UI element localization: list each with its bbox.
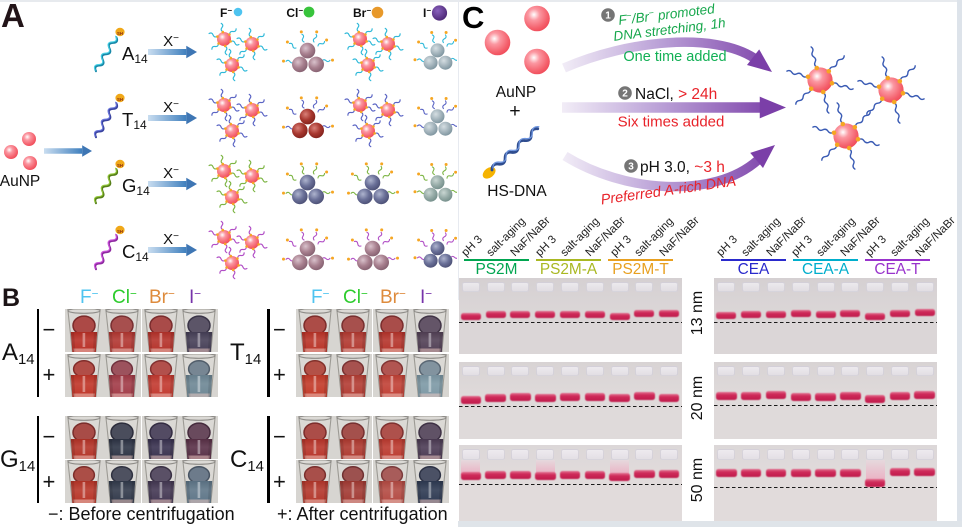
svg-text:Br−: Br−: [353, 6, 371, 20]
svg-text:T14: T14: [122, 109, 147, 132]
svg-text:F−: F−: [220, 6, 232, 20]
svg-text:C: C: [462, 0, 484, 35]
svg-text:AuNP: AuNP: [496, 84, 537, 101]
svg-text:AuNP: AuNP: [0, 173, 40, 190]
svg-text:SH: SH: [117, 97, 123, 102]
svg-text:Six times added: Six times added: [618, 114, 725, 131]
svg-text:3: 3: [628, 162, 634, 173]
svg-text:X−: X−: [163, 33, 179, 50]
svg-text:SH: SH: [117, 229, 123, 234]
svg-text:C14: C14: [122, 241, 149, 264]
svg-text:X−: X−: [163, 165, 179, 182]
svg-text:G14: G14: [122, 175, 150, 198]
svg-text:pH 3.0, ~3 h: pH 3.0, ~3 h: [640, 159, 725, 176]
svg-text:SH: SH: [117, 31, 123, 36]
svg-text:+: +: [509, 100, 520, 122]
svg-text:NaCl, > 24h: NaCl, > 24h: [635, 86, 717, 103]
svg-text:A: A: [1, 0, 25, 34]
svg-text:Cl−: Cl−: [286, 6, 303, 20]
svg-text:2: 2: [622, 89, 628, 100]
svg-text:X−: X−: [163, 231, 179, 248]
svg-text:1: 1: [605, 11, 611, 22]
svg-text:I−: I−: [423, 6, 431, 20]
svg-text:SH: SH: [117, 163, 123, 168]
svg-text:A14: A14: [122, 43, 148, 66]
svg-text:X−: X−: [163, 99, 179, 116]
svg-text:HS-DNA: HS-DNA: [487, 183, 547, 200]
svg-text:One time added: One time added: [623, 49, 726, 65]
